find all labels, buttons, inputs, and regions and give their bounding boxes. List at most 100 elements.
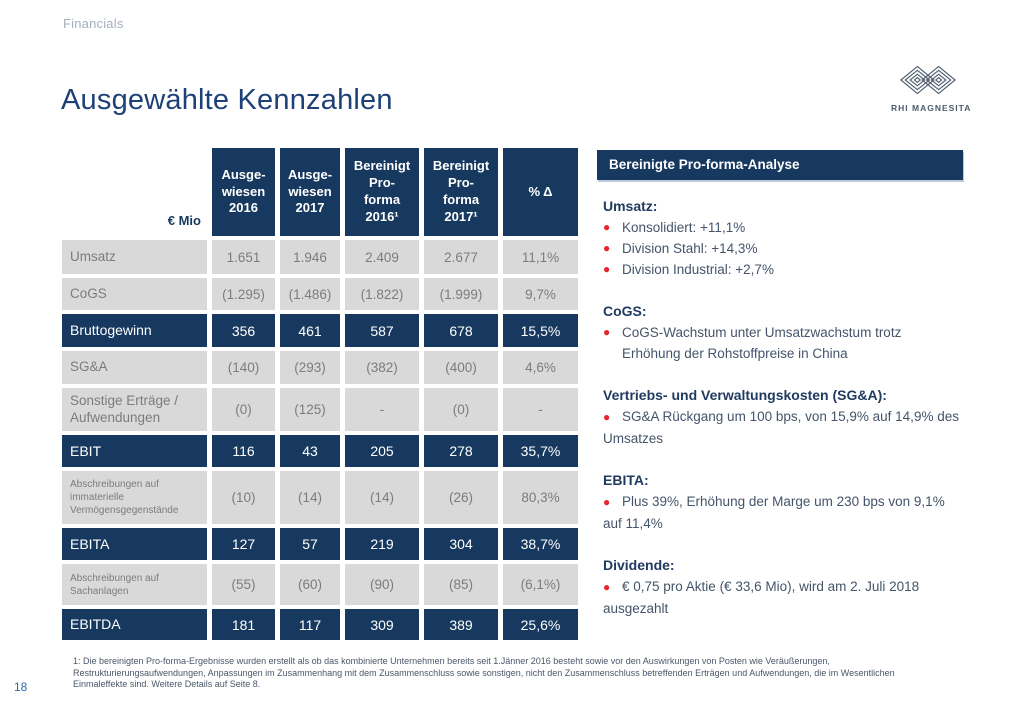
table-row-abschreibungen-sachanlagen: Abschreibungen auf Sachanlagen (55) (60)… — [62, 564, 578, 605]
cell-value: 2.677 — [424, 240, 498, 274]
bullet-item: ● SG&A Rückgang um 100 bps, von 15,9% auf… — [603, 406, 989, 449]
bullet-icon: ● — [603, 410, 611, 424]
cell-value: (293) — [280, 351, 340, 384]
bullet-item: ● Division Industrial: +2,7% — [603, 259, 989, 280]
cell-value: (140) — [212, 351, 275, 384]
key-figures-table: € Mio Ausge- wiesen 2016 Ausge- wiesen 2… — [57, 144, 583, 644]
rhi-magnesita-diamond-icon — [891, 60, 965, 100]
bullet-item: ● Plus 39%, Erhöhung der Marge um 230 bps… — [603, 491, 963, 534]
cell-value: (1.999) — [424, 278, 498, 310]
cell-value: 587 — [345, 314, 419, 347]
cell-value: - — [503, 388, 578, 431]
cell-value: (14) — [280, 471, 340, 524]
cell-value: (90) — [345, 564, 419, 605]
table-corner-cell: € Mio — [62, 148, 207, 236]
proforma-analysis-panel: Bereinigte Pro-forma-Analyse Umsatz: ● Ko… — [597, 150, 989, 642]
cell-value: 309 — [345, 609, 419, 640]
section-heading: Vertriebs- und Verwaltungskosten (SG&A): — [603, 387, 887, 403]
bullet-text: SG&A Rückgang um 100 bps, von 15,9% auf … — [603, 409, 959, 446]
table-row-ebit: EBIT 116 43 205 278 35,7% — [62, 435, 578, 467]
cell-value: (125) — [280, 388, 340, 431]
cell-value: 205 — [345, 435, 419, 467]
analysis-section-ebita: EBITA: ● Plus 39%, Erhöhung der Marge um … — [603, 472, 989, 534]
bullet-text: Division Stahl: +14,3% — [622, 241, 758, 256]
cell-value: (1.486) — [280, 278, 340, 310]
footnote-line: Einmaleffekte sind. Weitere Details auf … — [73, 679, 261, 689]
cell-value: (10) — [212, 471, 275, 524]
bullet-text: Plus 39%, Erhöhung der Marge um 230 bps … — [603, 494, 945, 531]
cell-value: (382) — [345, 351, 419, 384]
bullet-item: ● Division Stahl: +14,3% — [603, 238, 989, 259]
row-label: EBITA — [62, 528, 207, 560]
analysis-section-dividende: Dividende: ● € 0,75 pro Aktie (€ 33,6 Mio… — [603, 557, 989, 619]
row-label: Bruttogewinn — [62, 314, 207, 347]
table-row-umsatz: Umsatz 1.651 1.946 2.409 2.677 11,1% — [62, 240, 578, 274]
row-label: EBITDA — [62, 609, 207, 640]
cell-value: 116 — [212, 435, 275, 467]
table-row-cogs: CoGS (1.295) (1.486) (1.822) (1.999) 9,7… — [62, 278, 578, 310]
footnote: 1: Die bereinigten Pro-forma-Ergebnisse … — [73, 656, 993, 691]
cell-value: 127 — [212, 528, 275, 560]
table-row-bruttogewinn: Bruttogewinn 356 461 587 678 15,5% — [62, 314, 578, 347]
cell-value: (0) — [424, 388, 498, 431]
bullet-item: ● CoGS-Wachstum unter Umsatzwachstum trot… — [603, 322, 958, 364]
company-logo: RHI MAGNESITA — [891, 60, 972, 113]
row-label: Abschreibungen auf Sachanlagen — [62, 564, 207, 605]
cell-value: 304 — [424, 528, 498, 560]
cell-value: 678 — [424, 314, 498, 347]
cell-value: (6,1%) — [503, 564, 578, 605]
section-heading: Umsatz: — [603, 198, 658, 214]
row-label: Sonstige Erträge / Aufwendungen — [62, 388, 207, 431]
bullet-item: ● € 0,75 pro Aktie (€ 33,6 Mio), wird am … — [603, 576, 983, 619]
cell-value: (0) — [212, 388, 275, 431]
page-title: Ausgewählte Kennzahlen — [61, 84, 393, 116]
table-row-abschreibungen-immateriell: Abschreibungen auf immaterielle Vermögen… — [62, 471, 578, 524]
cell-value: 15,5% — [503, 314, 578, 347]
table-row-sonstige: Sonstige Erträge / Aufwendungen (0) (125… — [62, 388, 578, 431]
cell-value: (1.295) — [212, 278, 275, 310]
cell-value: (55) — [212, 564, 275, 605]
cell-value: 35,7% — [503, 435, 578, 467]
row-label: EBIT — [62, 435, 207, 467]
cell-value: 1.946 — [280, 240, 340, 274]
bullet-icon: ● — [603, 220, 611, 234]
cell-value: 461 — [280, 314, 340, 347]
cell-value: 11,1% — [503, 240, 578, 274]
column-header-proforma-2017: Bereinigt Pro- forma 2017¹ — [424, 148, 498, 236]
column-header-proforma-2016: Bereinigt Pro- forma 2016¹ — [345, 148, 419, 236]
page-number: 18 — [14, 680, 28, 694]
cell-value: 356 — [212, 314, 275, 347]
cell-value: 57 — [280, 528, 340, 560]
table-row-sga: SG&A (140) (293) (382) (400) 4,6% — [62, 351, 578, 384]
cell-value: (400) — [424, 351, 498, 384]
section-heading: CoGS: — [603, 303, 647, 319]
analysis-section-umsatz: Umsatz: ● Konsolidiert: +11,1% ● Division … — [603, 198, 989, 280]
cell-value: - — [345, 388, 419, 431]
company-logo-text: RHI MAGNESITA — [891, 103, 972, 113]
analysis-panel-title: Bereinigte Pro-forma-Analyse — [597, 150, 963, 180]
analysis-section-sga: Vertriebs- und Verwaltungskosten (SG&A):… — [603, 387, 989, 449]
bullet-text: CoGS-Wachstum unter Umsatzwachstum trotz… — [622, 325, 902, 361]
cell-value: (85) — [424, 564, 498, 605]
cell-value: 278 — [424, 435, 498, 467]
bullet-text: Konsolidiert: +11,1% — [622, 220, 746, 235]
footnote-line: 1: Die bereinigten Pro-forma-Ergebnisse … — [73, 656, 830, 666]
table-header-row: € Mio Ausge- wiesen 2016 Ausge- wiesen 2… — [62, 148, 578, 236]
cell-value: 4,6% — [503, 351, 578, 384]
analysis-panel-body: Umsatz: ● Konsolidiert: +11,1% ● Division … — [597, 198, 989, 619]
bullet-item: ● Konsolidiert: +11,1% — [603, 217, 989, 238]
bullet-icon: ● — [603, 241, 611, 255]
cell-value: (60) — [280, 564, 340, 605]
column-header-reported-2016: Ausge- wiesen 2016 — [212, 148, 275, 236]
section-heading: Dividende: — [603, 557, 675, 573]
cell-value: 38,7% — [503, 528, 578, 560]
cell-value: 219 — [345, 528, 419, 560]
table-row-ebitda: EBITDA 181 117 309 389 25,6% — [62, 609, 578, 640]
column-header-pct-delta: % Δ — [503, 148, 578, 236]
analysis-section-cogs: CoGS: ● CoGS-Wachstum unter Umsatzwachstu… — [603, 303, 989, 364]
table-row-ebita: EBITA 127 57 219 304 38,7% — [62, 528, 578, 560]
column-header-reported-2017: Ausge- wiesen 2017 — [280, 148, 340, 236]
cell-value: 9,7% — [503, 278, 578, 310]
cell-value: (1.822) — [345, 278, 419, 310]
